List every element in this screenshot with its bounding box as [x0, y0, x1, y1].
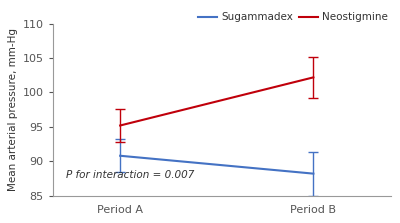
Text: P for interaction = 0.007: P for interaction = 0.007	[66, 170, 194, 180]
Legend: Sugammadex, Neostigmine: Sugammadex, Neostigmine	[194, 8, 392, 27]
Y-axis label: Mean arterial pressure, mm-Hg: Mean arterial pressure, mm-Hg	[8, 28, 18, 191]
